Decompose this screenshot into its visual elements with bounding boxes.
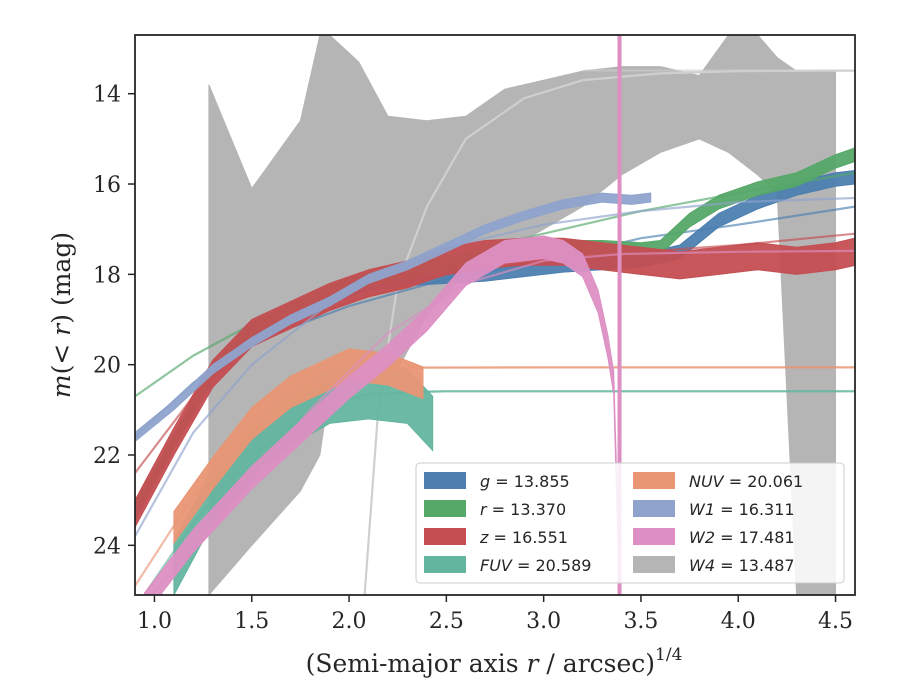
x-tick-label: 2.0 — [332, 609, 367, 634]
series-w1-band — [135, 192, 652, 443]
legend-label-g: g = 13.855 — [480, 472, 570, 491]
legend-swatch-g — [424, 472, 466, 489]
y-tick-label: 18 — [93, 263, 121, 288]
legend-swatch-nuv — [633, 472, 675, 489]
legend: g = 13.855 r = 13.370 z = 16.551 FUV = 20.5… — [415, 462, 845, 584]
legend-swatch-w2 — [633, 528, 675, 545]
legend-label-w1: W1 = 16.311 — [689, 500, 795, 519]
x-tick-label: 4.0 — [721, 609, 756, 634]
series-w2-model-line — [149, 249, 855, 595]
legend-label-nuv: NUV = 20.061 — [689, 472, 803, 491]
legend-label-w2: W2 = 17.481 — [689, 528, 795, 547]
y-tick-label: 16 — [93, 173, 121, 198]
legend-label-w4: W4 = 13.487 — [689, 556, 795, 575]
legend-swatch-fuv — [424, 556, 466, 573]
series-w2-band — [144, 235, 620, 595]
plot-frame — [134, 34, 856, 596]
ticks-layer: 1.0 1.5 2.0 2.5 3.0 3.5 4.0 4.5 14 16 18 20 22 24 — [93, 83, 853, 634]
legend-swatch-w4 — [633, 556, 675, 573]
x-tick-label: 2.5 — [429, 609, 464, 634]
legend-label-r: r = 13.370 — [480, 500, 566, 519]
legend-label-z: z = 16.551 — [479, 528, 568, 547]
legend-box — [415, 462, 845, 584]
series-z-model-line — [135, 232, 855, 474]
legend-swatch-w1 — [633, 500, 675, 517]
x-axis-title: (Semi-major axis r / arcsec)1/4 — [306, 645, 683, 678]
legend-label-fuv: FUV = 20.589 — [480, 556, 591, 575]
y-axis-title: m(< r) (mag) — [47, 232, 76, 398]
x-tick-label: 1.0 — [137, 609, 172, 634]
legend-swatch-z — [424, 528, 466, 545]
x-tick-label: 3.0 — [526, 609, 561, 634]
y-tick-label: 20 — [93, 354, 121, 379]
y-tick-label: 14 — [93, 83, 121, 108]
y-tick-label: 22 — [93, 444, 121, 469]
x-tick-label: 4.5 — [818, 609, 853, 634]
legend-swatch-r — [424, 500, 466, 517]
data-layer — [135, 35, 855, 595]
x-tick-label: 1.5 — [234, 609, 269, 634]
series-w1-model-line — [135, 196, 855, 537]
x-tick-label: 3.5 — [623, 609, 658, 634]
y-tick-label: 24 — [93, 534, 121, 559]
